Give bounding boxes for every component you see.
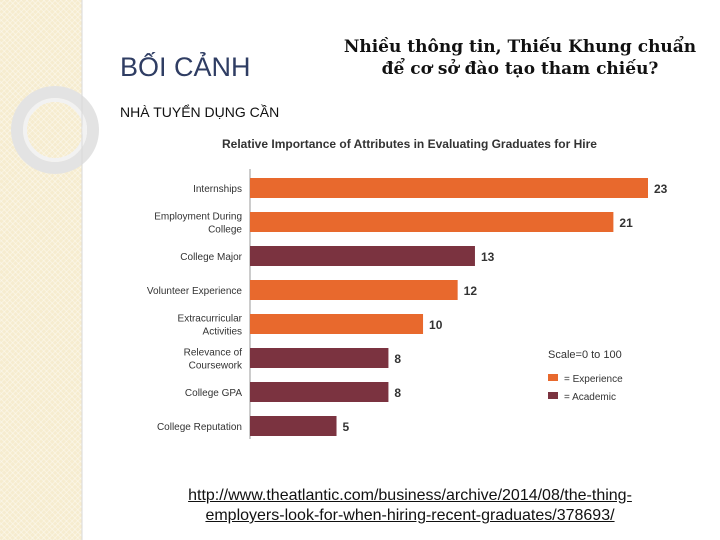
headline-line-1: Nhiều thông tin, Thiếu Khung chuẩn: [343, 37, 697, 57]
slide-title: BỐI CẢNH: [120, 52, 251, 82]
scale-note: Scale=0 to 100: [548, 349, 622, 361]
bar: [250, 348, 389, 368]
data-label: 12: [464, 284, 478, 298]
data-label: 21: [619, 216, 633, 230]
category-label: College GPA: [185, 388, 242, 399]
legend-label: = Experience: [564, 374, 623, 385]
data-label: 8: [394, 386, 401, 400]
source-link[interactable]: http://www.theatlantic.com/business/arch…: [130, 486, 690, 526]
legend-swatch: [548, 374, 558, 381]
legend-label: = Academic: [564, 392, 616, 403]
bar: [250, 280, 458, 300]
category-label: College Major: [180, 252, 242, 263]
source-link-line-2[interactable]: employers-look-for-when-hiring-recent-gr…: [205, 507, 615, 524]
bar: [250, 416, 337, 436]
category-label: Volunteer Experience: [147, 286, 243, 297]
bar: [250, 178, 648, 198]
data-label: 5: [343, 420, 350, 434]
data-label: 10: [429, 318, 443, 332]
category-label: Coursework: [189, 361, 243, 372]
category-label: Employment During: [154, 212, 242, 223]
category-label: College: [208, 225, 242, 236]
category-label: Relevance of: [184, 348, 243, 359]
source-link-line-1[interactable]: http://www.theatlantic.com/business/arch…: [188, 487, 632, 504]
bar-chart: Relative Importance of Attributes in Eva…: [147, 137, 668, 439]
data-label: 23: [654, 182, 668, 196]
category-label: College Reputation: [157, 422, 242, 433]
data-label: 13: [481, 250, 495, 264]
slide-subtitle: NHÀ TUYỂN DỤNG CẦN: [120, 104, 280, 120]
headline-line-2: để cơ sở đào tạo tham chiếu?: [381, 59, 659, 79]
data-label: 8: [394, 352, 401, 366]
bar: [250, 382, 389, 402]
category-label: Activities: [203, 327, 242, 338]
bar: [250, 212, 614, 232]
legend-swatch: [548, 392, 558, 399]
headline: Nhiều thông tin, Thiếu Khung chuẩn để cơ…: [340, 36, 700, 80]
decorative-sidebar: [0, 0, 82, 540]
category-label: Internships: [193, 184, 242, 195]
bar: [250, 246, 475, 266]
chart-title: Relative Importance of Attributes in Eva…: [222, 137, 597, 151]
bar: [250, 314, 424, 334]
category-label: Extracurricular: [178, 314, 243, 325]
